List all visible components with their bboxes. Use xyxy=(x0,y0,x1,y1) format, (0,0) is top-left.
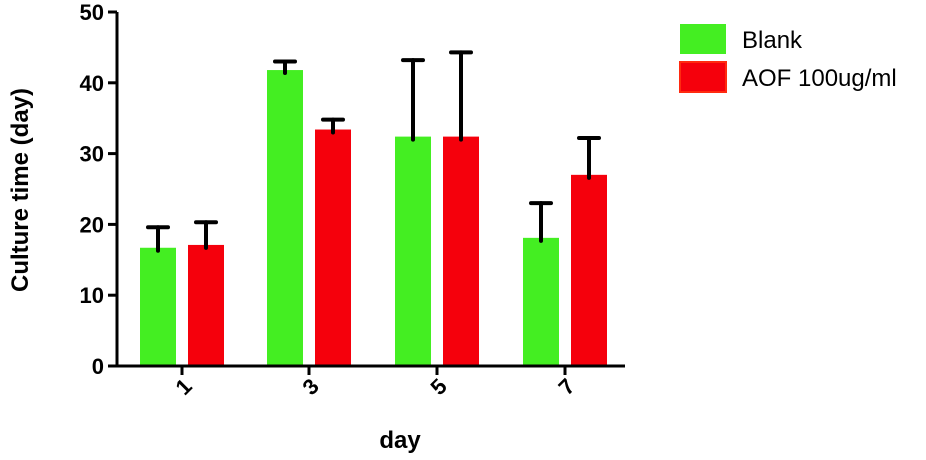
y-tick-label: 40 xyxy=(80,71,104,96)
x-axis-label: day xyxy=(379,427,421,454)
y-tick-label: 0 xyxy=(92,354,104,379)
y-axis-label: Culture time (day) xyxy=(7,88,34,292)
bar-aof-day-5 xyxy=(443,136,479,366)
bar-blank-day-1 xyxy=(140,247,176,366)
y-tick-label: 10 xyxy=(80,283,104,308)
y-tick-label: 30 xyxy=(80,142,104,167)
x-tick-label: 1 xyxy=(171,374,197,400)
legend-swatch-aof xyxy=(679,61,727,93)
legend: Blank AOF 100ug/ml xyxy=(679,24,897,93)
legend-label-blank: Blank xyxy=(742,27,803,54)
bar-blank-day-7 xyxy=(523,237,559,366)
bar-blank-day-3 xyxy=(267,70,303,366)
x-tick-label: 3 xyxy=(298,374,324,400)
bar-aof-day-7 xyxy=(571,174,607,366)
x-tick-label: 5 xyxy=(426,374,452,400)
x-tick-label: 7 xyxy=(554,374,580,400)
legend-label-aof: AOF 100ug/ml xyxy=(742,65,897,92)
bar-blank-day-5 xyxy=(395,136,431,366)
y-tick-label: 50 xyxy=(80,0,104,25)
y-tick-label: 20 xyxy=(80,212,104,237)
bar-aof-day-3 xyxy=(315,129,351,366)
bar-aof-day-1 xyxy=(188,244,224,366)
legend-swatch-blank xyxy=(680,24,726,54)
